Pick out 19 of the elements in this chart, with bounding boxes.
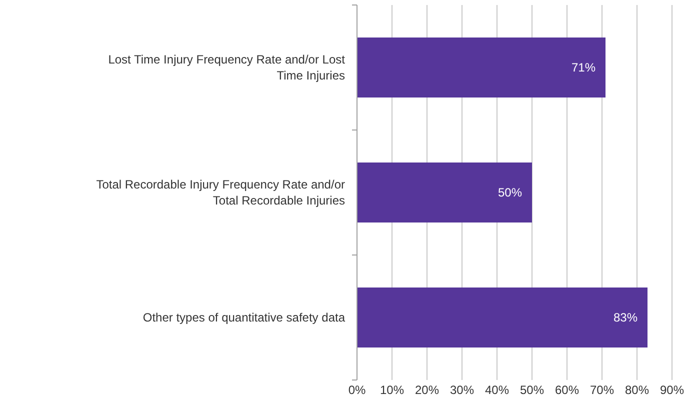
data-label: 71% (571, 60, 596, 75)
x-tick-label: 60% (554, 383, 580, 397)
x-tick-label: 80% (624, 383, 650, 397)
y-tick-label: Other types of quantitative safety data (142, 310, 346, 325)
data-label: 83% (613, 310, 638, 325)
x-tick-label: 0% (348, 383, 366, 397)
bar (357, 162, 532, 222)
x-tick-label: 40% (484, 383, 510, 397)
y-tick-label: Total Recordable Injury Frequency Rate and/or Total Recordable Injuries (96, 178, 345, 208)
x-tick-label: 90% (660, 383, 684, 397)
bar (357, 38, 606, 98)
x-tick-label: 30% (450, 383, 474, 397)
x-tick-label: 10% (380, 383, 404, 397)
data-label: 50% (498, 186, 522, 200)
y-tick-label: Lost Time Injury Frequency Rate and/or Lost Time Injuries (108, 52, 346, 83)
x-tick-label: 70% (590, 383, 614, 397)
x-tick-label: 50% (520, 383, 544, 397)
x-tick-label: 20% (414, 383, 440, 397)
bar (357, 288, 648, 348)
